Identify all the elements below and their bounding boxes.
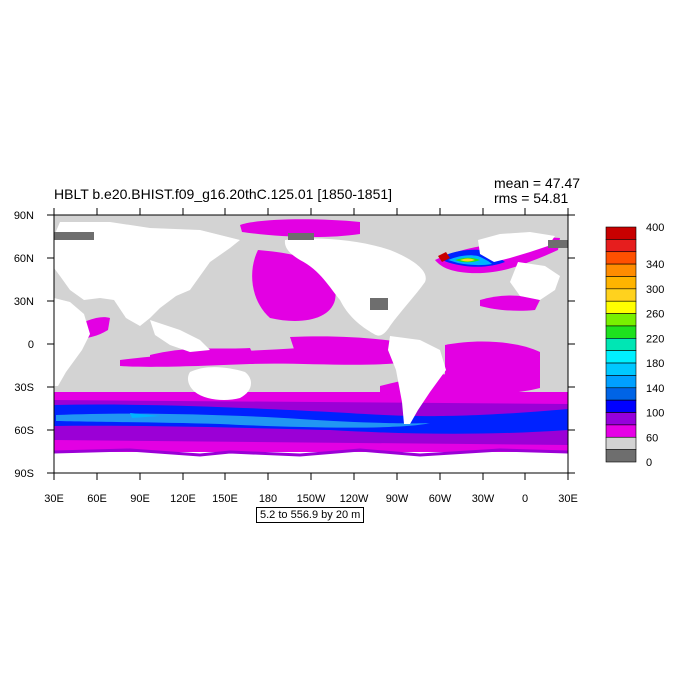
lat-label: 30S	[14, 382, 34, 394]
colorbar-label: 340	[646, 259, 664, 271]
lon-label: 0	[522, 493, 528, 505]
colorbar-swatch	[605, 239, 637, 253]
lat-label: 0	[28, 339, 34, 351]
lon-label: 60E	[87, 493, 107, 505]
lon-label: 60W	[429, 493, 452, 505]
lon-label: 150E	[212, 493, 238, 505]
colorbar-swatch	[605, 313, 637, 327]
south-america	[388, 336, 446, 424]
europe	[510, 262, 560, 300]
maritime-continent	[150, 320, 210, 352]
colorbar-swatch	[605, 263, 637, 277]
colorbar-swatch	[605, 338, 637, 351]
colorbar-label: 180	[646, 358, 664, 370]
mean-value: mean = 47.47	[494, 175, 581, 191]
lat-label: 30N	[14, 296, 34, 308]
southern-ocean-sky	[56, 413, 430, 428]
lon-label: 30E	[44, 493, 64, 505]
colorbar-swatch	[605, 226, 637, 240]
colorbar-swatch	[605, 276, 637, 290]
colorbar-label: 220	[646, 333, 664, 345]
colorbar-swatch	[605, 449, 637, 463]
lat-label: 90S	[14, 468, 34, 480]
lon-axis: 30E 60E 90E 120E 150E 180 150W 120W 90W …	[44, 208, 578, 505]
lon-label: 120W	[340, 493, 369, 505]
colorbar-swatch	[605, 325, 637, 339]
colorbar-swatch	[605, 387, 637, 401]
colorbar-label: 60	[646, 432, 658, 444]
lon-label: 120E	[170, 493, 196, 505]
southern-ocean-blue	[54, 404, 568, 434]
lon-label: 30E	[558, 493, 578, 505]
colorbar-swatch	[605, 424, 637, 438]
lat-label: 90N	[14, 210, 34, 222]
colorbar-swatch	[605, 399, 637, 413]
colorbar: 400 340 300 260 220 180 140 100 60 0	[605, 222, 664, 469]
lon-label: 90W	[386, 493, 409, 505]
plot-title: HBLT b.e20.BHIST.f09_g16.20thC.125.01 [1…	[54, 186, 393, 202]
rms-value: rms = 54.81	[494, 190, 569, 206]
colorbar-swatch	[605, 436, 637, 450]
africa	[54, 298, 90, 386]
colorbar-swatch	[605, 300, 637, 314]
colorbar-label: 0	[646, 457, 652, 469]
colorbar-label: 300	[646, 284, 664, 296]
colorbar-swatch	[605, 251, 637, 265]
colorbar-label: 140	[646, 383, 664, 395]
colorbar-swatch	[605, 288, 637, 302]
australia	[187, 367, 252, 400]
greenland	[478, 232, 555, 262]
colorbar-swatch	[605, 350, 637, 364]
lat-label: 60S	[14, 425, 34, 437]
colorbar-label: 100	[646, 408, 664, 420]
lat-axis: 90N 60N 30N 0 30S 60S 90S	[14, 210, 575, 480]
eurasia	[54, 222, 240, 326]
colorbar-label: 400	[646, 222, 664, 234]
contour-caption: 5.2 to 556.9 by 20 m	[256, 507, 365, 523]
colorbar-swatch	[605, 375, 637, 389]
lon-label: 180	[259, 493, 277, 505]
lon-label: 90E	[130, 493, 150, 505]
antarctica	[54, 452, 568, 473]
lon-label: 30W	[472, 493, 495, 505]
southern-ocean-deep	[130, 413, 160, 418]
north-america	[284, 238, 426, 336]
colorbar-label: 260	[646, 309, 664, 321]
lat-label: 60N	[14, 253, 34, 265]
colorbar-swatch	[605, 412, 637, 426]
lon-label: 150W	[297, 493, 326, 505]
colorbar-swatch	[605, 362, 637, 376]
